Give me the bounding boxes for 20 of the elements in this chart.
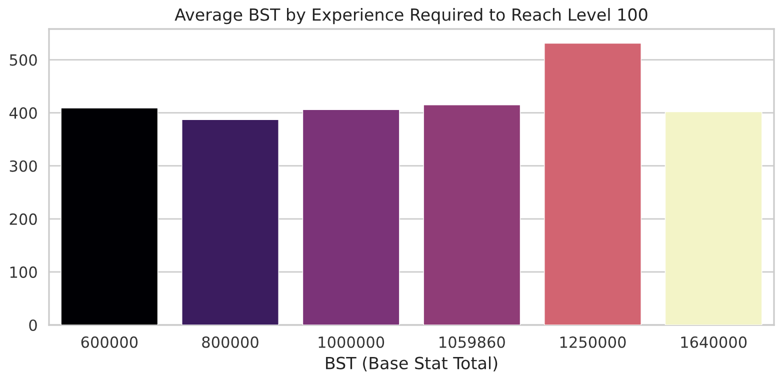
chart-title: Average BST by Experience Required to Reach Level 100 — [174, 8, 648, 24]
x-tick-label: 1000000 — [318, 336, 384, 348]
bar — [60, 108, 158, 325]
y-tick-label: 500 — [10, 54, 37, 66]
y-tick-label: 400 — [9, 107, 37, 119]
x-axis-title: BST (Base Stat Total) — [326, 356, 498, 372]
y-tick-label: 100 — [10, 266, 37, 278]
x-tick-label: 600000 — [81, 336, 138, 348]
bar — [423, 104, 521, 325]
y-tick-label: 200 — [10, 213, 37, 225]
bar — [182, 119, 279, 325]
bar — [302, 109, 400, 325]
bar — [664, 111, 762, 325]
x-tick-label: 1250000 — [560, 336, 626, 348]
x-tick-label: 800000 — [202, 336, 258, 348]
y-tick-label: 300 — [10, 160, 37, 172]
y-tick-label: 0 — [29, 319, 37, 332]
x-tick-label: 1059860 — [440, 336, 505, 348]
bar — [544, 42, 642, 325]
x-tick-label: 1640000 — [681, 336, 747, 348]
